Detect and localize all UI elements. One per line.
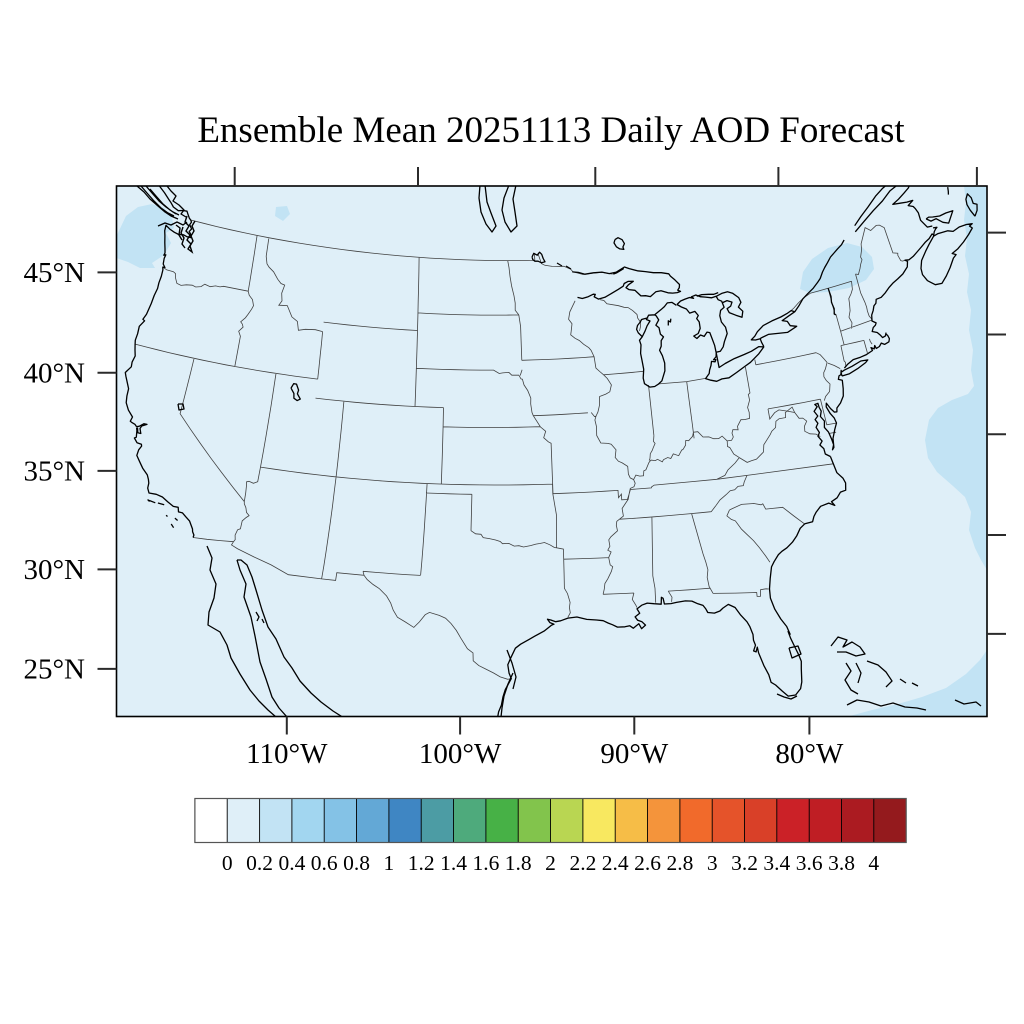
svg-text:110°W: 110°W [246, 738, 328, 770]
svg-text:0.4: 0.4 [278, 851, 305, 875]
svg-text:2.4: 2.4 [602, 851, 629, 875]
svg-text:1.2: 1.2 [408, 851, 435, 875]
svg-text:0.8: 0.8 [343, 851, 370, 875]
svg-text:Ensemble Mean 20251113 Daily A: Ensemble Mean 20251113 Daily AOD Forecas… [197, 110, 905, 151]
svg-text:0.2: 0.2 [246, 851, 273, 875]
svg-text:100°W: 100°W [419, 738, 502, 770]
svg-text:3: 3 [707, 851, 718, 875]
svg-text:35°N: 35°N [23, 455, 85, 487]
svg-text:3.6: 3.6 [796, 851, 823, 875]
svg-text:25°N: 25°N [23, 653, 85, 685]
svg-text:4: 4 [868, 851, 879, 875]
svg-text:1: 1 [384, 851, 395, 875]
svg-text:2.8: 2.8 [666, 851, 693, 875]
svg-text:1.6: 1.6 [472, 851, 499, 875]
svg-text:3.4: 3.4 [763, 851, 790, 875]
svg-text:3.2: 3.2 [731, 851, 758, 875]
svg-text:30°N: 30°N [23, 554, 85, 586]
svg-text:90°W: 90°W [600, 738, 669, 770]
svg-text:0: 0 [222, 851, 233, 875]
svg-text:1.8: 1.8 [505, 851, 532, 875]
svg-text:2.6: 2.6 [634, 851, 661, 875]
svg-text:80°W: 80°W [775, 738, 844, 770]
svg-text:2.2: 2.2 [569, 851, 596, 875]
svg-text:0.6: 0.6 [311, 851, 338, 875]
svg-text:40°N: 40°N [23, 357, 85, 389]
svg-text:1.4: 1.4 [440, 851, 467, 875]
svg-text:45°N: 45°N [23, 257, 85, 289]
svg-text:3.8: 3.8 [828, 851, 855, 875]
svg-text:2: 2 [545, 851, 556, 875]
